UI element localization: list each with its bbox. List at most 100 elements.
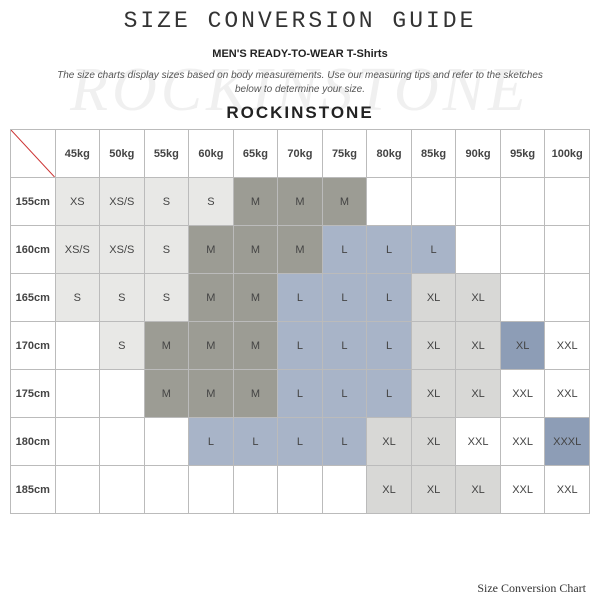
- size-cell: L: [278, 322, 323, 370]
- size-cell: XL: [411, 370, 456, 418]
- size-cell: L: [278, 418, 323, 466]
- col-header: 60kg: [189, 130, 234, 178]
- size-cell: L: [367, 322, 412, 370]
- size-cell: S: [144, 274, 189, 322]
- size-cell: S: [55, 274, 100, 322]
- size-cell: L: [322, 370, 367, 418]
- size-cell: M: [322, 178, 367, 226]
- size-cell: M: [189, 274, 234, 322]
- row-header: 165cm: [11, 274, 56, 322]
- page-title: SIZE CONVERSION GUIDE: [0, 8, 600, 34]
- col-header: 70kg: [278, 130, 323, 178]
- size-cell: L: [411, 226, 456, 274]
- table-row: 165cmSSSMMLLLXLXL: [11, 274, 590, 322]
- table-row: 185cmXLXLXLXXLXXL: [11, 466, 590, 514]
- col-header: 55kg: [144, 130, 189, 178]
- size-cell: [500, 178, 545, 226]
- table-row: 180cmLLLLXLXLXXLXXLXXXL: [11, 418, 590, 466]
- subtitle-prefix: MEN'S READY-TO-WEAR: [212, 48, 343, 60]
- size-cell: [55, 418, 100, 466]
- size-cell: M: [278, 226, 323, 274]
- size-cell: M: [233, 274, 278, 322]
- size-cell: XL: [456, 466, 501, 514]
- size-cell: XL: [500, 322, 545, 370]
- col-header: 65kg: [233, 130, 278, 178]
- size-cell: M: [233, 322, 278, 370]
- size-cell: XL: [456, 322, 501, 370]
- row-header: 155cm: [11, 178, 56, 226]
- description-line2: below to determine your size.: [0, 84, 600, 95]
- size-cell: [144, 466, 189, 514]
- size-cell: XXL: [500, 370, 545, 418]
- col-header: 95kg: [500, 130, 545, 178]
- size-cell: [189, 466, 234, 514]
- table-row: 170cmSMMMLLLXLXLXLXXL: [11, 322, 590, 370]
- size-cell: XXL: [456, 418, 501, 466]
- size-cell: M: [189, 370, 234, 418]
- size-cell: [545, 274, 590, 322]
- content-wrapper: SIZE CONVERSION GUIDE MEN'S READY-TO-WEA…: [0, 0, 600, 514]
- size-cell: M: [144, 370, 189, 418]
- row-header: 185cm: [11, 466, 56, 514]
- size-cell: [500, 274, 545, 322]
- size-cell: XXXL: [545, 418, 590, 466]
- description-line1: The size charts display sizes based on b…: [0, 70, 600, 81]
- size-cell: L: [322, 274, 367, 322]
- size-cell: XXL: [545, 322, 590, 370]
- size-cell: XL: [456, 370, 501, 418]
- size-cell: M: [233, 370, 278, 418]
- size-cell: L: [233, 418, 278, 466]
- size-cell: XL: [367, 418, 412, 466]
- size-cell: XXL: [500, 418, 545, 466]
- size-cell: XS/S: [100, 178, 145, 226]
- corner-cell: [11, 130, 56, 178]
- col-header: 45kg: [55, 130, 100, 178]
- size-cell: L: [278, 274, 323, 322]
- size-cell: [55, 322, 100, 370]
- size-cell: [322, 466, 367, 514]
- size-cell: [100, 418, 145, 466]
- brand-name: ROCKINSTONE: [0, 103, 600, 123]
- size-cell: XS: [55, 178, 100, 226]
- size-cell: XS/S: [100, 226, 145, 274]
- size-cell: M: [278, 178, 323, 226]
- size-cell: [411, 178, 456, 226]
- size-cell: XL: [367, 466, 412, 514]
- size-cell: [500, 226, 545, 274]
- table-header: 45kg50kg55kg60kg65kg70kg75kg80kg85kg90kg…: [11, 130, 590, 178]
- size-cell: S: [144, 226, 189, 274]
- row-header: 160cm: [11, 226, 56, 274]
- size-cell: XL: [411, 466, 456, 514]
- size-cell: S: [144, 178, 189, 226]
- subtitle-category: T-Shirts: [347, 48, 388, 60]
- row-header: 170cm: [11, 322, 56, 370]
- size-cell: L: [322, 226, 367, 274]
- subtitle: MEN'S READY-TO-WEAR T-Shirts: [0, 48, 600, 60]
- size-table: 45kg50kg55kg60kg65kg70kg75kg80kg85kg90kg…: [10, 129, 590, 514]
- size-cell: [367, 178, 412, 226]
- table-body: 155cmXSXS/SSSMMM160cmXS/SXS/SSMMMLLL165c…: [11, 178, 590, 514]
- size-cell: M: [233, 226, 278, 274]
- size-cell: L: [367, 274, 412, 322]
- size-cell: L: [367, 370, 412, 418]
- size-cell: XS/S: [55, 226, 100, 274]
- table-row: 155cmXSXS/SSSMMM: [11, 178, 590, 226]
- col-header: 75kg: [322, 130, 367, 178]
- size-cell: XXL: [545, 370, 590, 418]
- size-cell: L: [367, 226, 412, 274]
- size-cell: XXL: [545, 466, 590, 514]
- size-cell: [233, 466, 278, 514]
- size-cell: [545, 178, 590, 226]
- size-cell: S: [100, 274, 145, 322]
- size-cell: [545, 226, 590, 274]
- col-header: 80kg: [367, 130, 412, 178]
- size-cell: L: [278, 370, 323, 418]
- size-cell: M: [233, 178, 278, 226]
- size-cell: XL: [411, 322, 456, 370]
- size-cell: XL: [411, 418, 456, 466]
- size-cell: [456, 178, 501, 226]
- size-cell: L: [322, 322, 367, 370]
- size-cell: [456, 226, 501, 274]
- size-cell: XL: [456, 274, 501, 322]
- size-cell: L: [322, 418, 367, 466]
